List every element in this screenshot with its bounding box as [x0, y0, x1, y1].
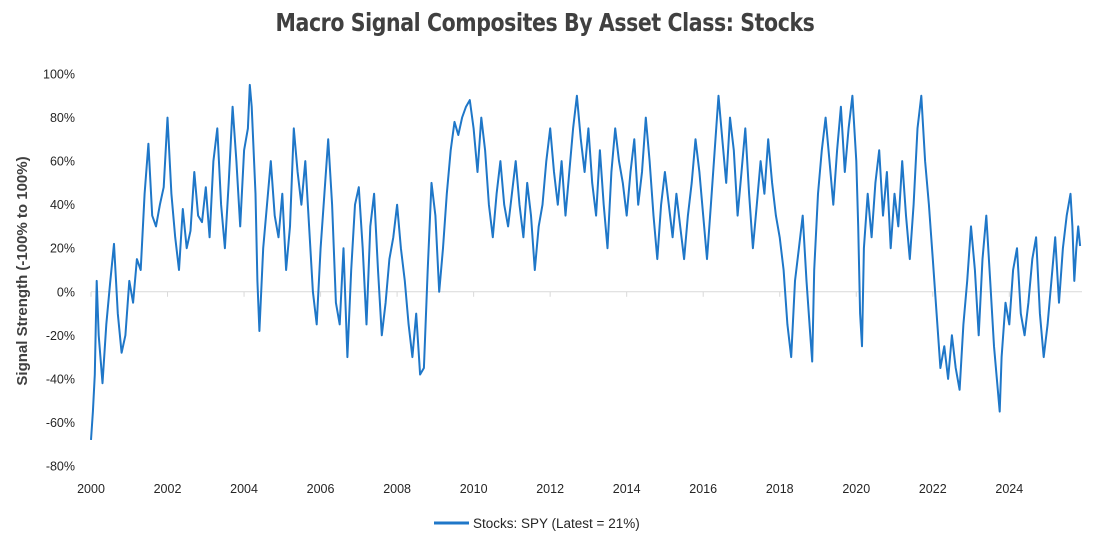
- chart-title: Macro Signal Composites By Asset Class: …: [275, 8, 815, 37]
- x-axis-ticks: 2000 2002 2004 2006 2008 2010 2012 2014 2016 2018…: [77, 291, 1023, 496]
- x-tick-label: 2024: [995, 482, 1023, 496]
- x-tick-label: 2004: [230, 482, 258, 496]
- x-tick-label: 2014: [613, 482, 641, 496]
- x-tick-label: 2020: [842, 482, 870, 496]
- x-tick-label: 2018: [766, 482, 794, 496]
- y-tick-label: -60%: [46, 416, 75, 430]
- y-tick-label: -40%: [46, 372, 75, 386]
- x-tick-label: 2006: [307, 482, 335, 496]
- y-tick-label: 80%: [50, 111, 75, 125]
- y-tick-label: 60%: [50, 155, 75, 169]
- series-line: [90, 83, 1082, 440]
- x-tick-label: 2008: [383, 482, 411, 496]
- x-tick-label: 2022: [919, 482, 947, 496]
- y-tick-label: 40%: [50, 198, 75, 212]
- legend: Stocks: SPY (Latest = 21%): [434, 516, 640, 531]
- x-tick-label: 2002: [154, 482, 182, 496]
- y-tick-label: 20%: [50, 242, 75, 256]
- y-axis-ticks: 100% 80% 60% 40% 20% 0% -20% -40% -60% -80%: [43, 68, 75, 474]
- x-tick-label: 2012: [536, 482, 564, 496]
- x-tick-label: 2000: [77, 482, 105, 496]
- x-tick-label: 2016: [689, 482, 717, 496]
- y-tick-label: 0%: [57, 285, 75, 299]
- legend-label: Stocks: SPY (Latest = 21%): [473, 516, 640, 531]
- y-tick-label: -20%: [46, 329, 75, 343]
- x-tick-label: 2010: [460, 482, 488, 496]
- y-tick-label: 100%: [43, 68, 75, 82]
- y-tick-label: -80%: [46, 460, 75, 474]
- y-axis-label: Signal Strength (-100% to 100%): [14, 156, 31, 385]
- series-group: [90, 83, 1082, 440]
